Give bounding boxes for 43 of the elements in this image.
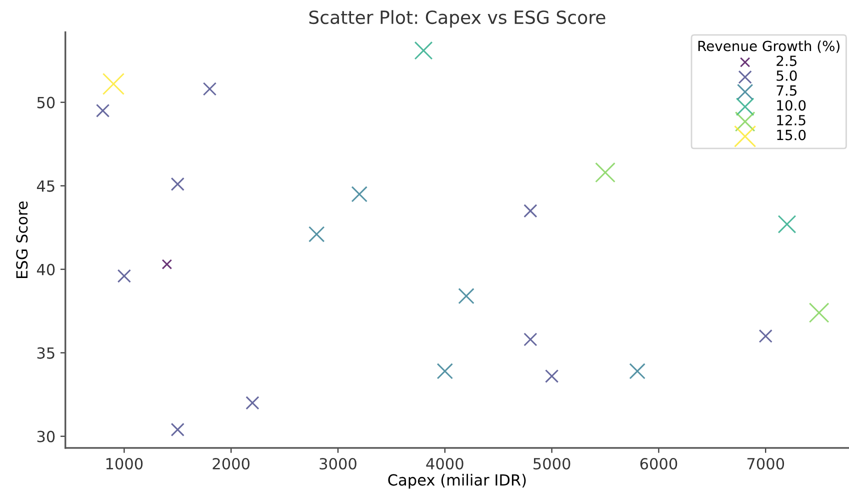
- y-tick-label: 50: [37, 96, 55, 108]
- x-tick-label: 5000: [534, 458, 570, 470]
- point: [436, 363, 454, 380]
- point: [351, 186, 368, 202]
- x-tick-label: 4000: [426, 458, 464, 470]
- point: [778, 215, 796, 234]
- point: [524, 332, 538, 346]
- x-tick-label: 3000: [320, 458, 356, 470]
- legend-title: Revenue Growth (%): [698, 40, 840, 53]
- y-tick-label: 30: [37, 430, 55, 442]
- legend-label: 7.5: [776, 85, 796, 96]
- point: [414, 41, 433, 60]
- y-tick-label: 40: [36, 264, 55, 276]
- chart-title: Scatter Plot: Capex vs ESG Score: [309, 10, 606, 28]
- point: [170, 422, 184, 436]
- legend-label: 12.5: [777, 114, 806, 126]
- y-tick-label: 45: [36, 180, 54, 192]
- y-axis-title: ESG Score: [16, 201, 28, 278]
- point: [629, 363, 646, 380]
- point: [458, 288, 474, 304]
- y-tick-label: 35: [37, 347, 54, 359]
- point: [170, 177, 184, 191]
- point: [102, 72, 125, 96]
- legend-label: 10.0: [777, 100, 806, 111]
- point: [202, 82, 217, 96]
- legend-label: 15.0: [777, 130, 806, 140]
- point: [758, 329, 772, 343]
- point: [544, 369, 559, 383]
- point: [162, 259, 172, 270]
- x-tick-label: 7000: [747, 458, 784, 470]
- point: [524, 204, 538, 218]
- x-tick-label: 6000: [640, 458, 678, 470]
- point: [308, 226, 325, 242]
- x-axis-title: Capex (miliar IDR): [388, 474, 526, 489]
- legend-label: 2.5: [776, 56, 796, 66]
- x-tick-label: 2000: [212, 458, 250, 470]
- point: [246, 396, 260, 410]
- x-tick-label: 1000: [106, 458, 143, 470]
- point: [117, 269, 131, 283]
- legend-label: 5.0: [776, 70, 797, 81]
- point: [808, 302, 830, 323]
- point: [96, 104, 110, 118]
- point: [595, 162, 616, 183]
